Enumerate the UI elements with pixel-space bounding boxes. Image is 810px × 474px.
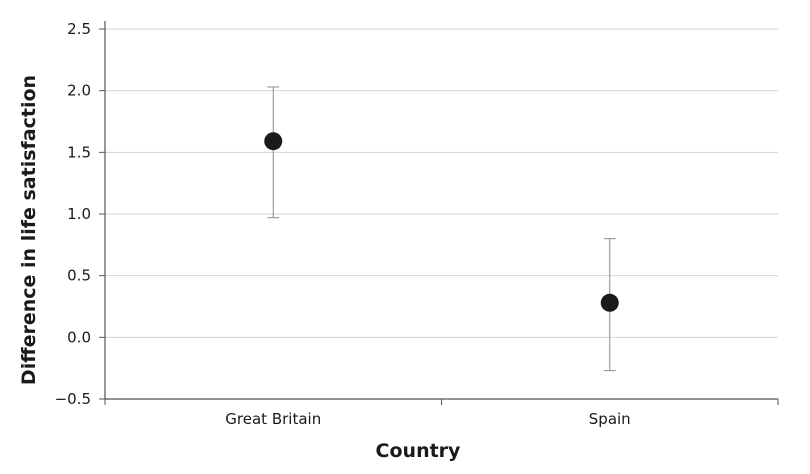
x-tick-labels: Great Britain Spain: [225, 410, 630, 428]
data-point: [264, 132, 283, 151]
x-axis-title: Country: [376, 440, 462, 462]
y-tick-label: −0.5: [55, 390, 91, 408]
y-axis-title: Difference in life satisfaction: [18, 75, 40, 385]
y-tick-label: 1.5: [67, 143, 91, 161]
x-tick-label: Spain: [589, 410, 631, 428]
y-tick-label: 2.0: [67, 82, 91, 100]
y-tick-labels: −0.5 0.0 0.5 1.0 1.5 2.0 2.5: [55, 20, 91, 408]
error-bars: [267, 86, 616, 372]
data-point: [600, 293, 619, 312]
grid-lines: [105, 28, 778, 338]
data-points: [264, 132, 619, 312]
axes: [99, 21, 779, 405]
error-bar: [267, 86, 280, 219]
x-tick-label: Great Britain: [225, 410, 321, 428]
y-tick-label: 0.0: [67, 328, 91, 346]
y-tick-label: 0.5: [67, 267, 91, 285]
y-tick-label: 2.5: [67, 20, 91, 38]
y-tick-label: 1.0: [67, 205, 91, 223]
